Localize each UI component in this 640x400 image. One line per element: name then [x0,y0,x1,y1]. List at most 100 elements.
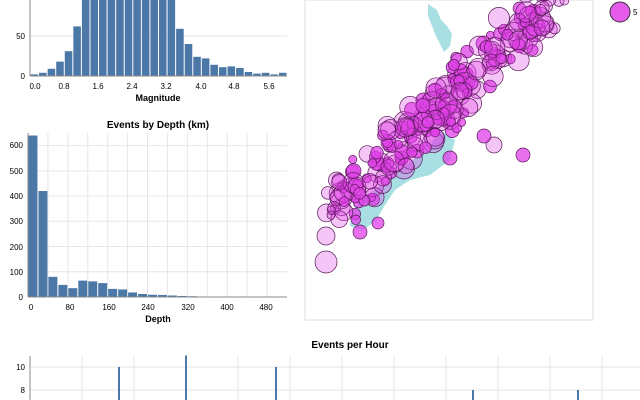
magnitude-bar [90,0,99,76]
x-tick-label: 1.6 [92,82,104,91]
magnitude-bar [133,0,141,76]
magnitude-bar [167,0,176,76]
earthquake-point [331,174,348,191]
x-tick-label: 0 [29,303,34,312]
magnitude-bar [73,26,81,76]
earthquake-point [515,147,531,163]
hourly-bars [118,355,579,400]
magnitude-bar [261,72,270,76]
magnitude-bar [253,73,261,76]
depth-bar [38,191,48,297]
hourly-chart-title: Events per Hour [311,340,388,351]
x-tick-label: 4.0 [195,82,207,91]
earthquake-point [380,176,390,186]
depth-x-ticks: 0 80 160 240 320 400 480 [29,303,273,312]
depth-y-ticks: 0 100 200 300 400 500 600 [10,141,24,302]
earthquake-point [316,226,336,246]
x-tick-label: 0.0 [29,82,41,91]
hourly-gridlines [29,356,640,400]
y-tick-label: 100 [10,268,24,277]
depth-bar [138,293,148,297]
earthquake-point [370,146,384,160]
earthquake-point [548,22,561,35]
size-legend: 5 [609,1,638,23]
depth-bar [148,294,157,297]
hourly-bar [118,367,120,400]
earthquake-point [350,214,361,225]
x-tick-label: 240 [141,303,155,312]
hourly-bar [275,367,277,400]
y-tick-label: 200 [10,243,24,252]
earthquake-point [508,30,528,51]
earthquake-point [314,250,338,274]
earthquake-point [419,141,432,154]
earthquake-map: 5 [304,0,638,321]
earthquake-point [482,65,504,87]
magnitude-bar [116,0,124,76]
depth-bar [158,294,167,297]
earthquake-point [507,49,530,72]
magnitude-bar [56,61,64,76]
magnitude-bar [236,68,244,76]
earthquake-point [339,196,350,207]
magnitude-y-ticks: 0 50 [16,32,25,81]
earthquake-point [559,0,570,6]
depth-histogram: Events by Depth (km) 0 100 200 300 400 5… [10,120,287,324]
depth-bar [88,281,98,297]
x-tick-label: 160 [102,303,116,312]
x-tick-label: 80 [66,303,75,312]
earthquake-point [459,98,479,117]
magnitude-bar [30,74,39,76]
events-per-hour-chart: Events per Hour 10 8 [16,340,640,400]
earthquake-point [479,40,493,53]
earthquake-point [495,53,507,65]
x-tick-label: 480 [259,303,273,312]
earthquake-point [328,171,346,189]
earthquake-point [446,116,456,127]
depth-x-label: Depth [145,314,171,324]
x-tick-label: 5.6 [263,82,275,91]
x-tick-label: 4.8 [228,82,240,91]
depth-bar [48,276,58,297]
magnitude-bar [107,0,116,76]
earthquake-point [484,37,506,59]
x-tick-label: 3.2 [160,82,172,91]
y-tick-label: 500 [10,167,24,176]
earthquake-point [553,0,565,7]
earthquake-point [448,59,460,71]
earthquake-point [515,1,537,23]
hourly-bar [472,390,474,400]
earthquake-point [501,28,514,41]
earthquake-point [533,19,551,37]
magnitude-bar [201,58,210,76]
north-island-shape [428,4,452,52]
magnitude-bar [150,0,158,76]
earthquake-point [383,150,405,173]
depth-bar [68,288,78,297]
y-tick-label: 400 [10,192,24,201]
magnitude-bar [99,0,107,76]
x-tick-label: 2.4 [126,82,138,91]
x-tick-label: 0.8 [58,82,70,91]
depth-bar [58,284,68,297]
y-tick-label: 8 [21,386,26,395]
earthquake-point [371,216,385,230]
earthquake-point [406,146,418,158]
earthquake-point [421,116,435,129]
magnitude-bar [81,0,90,76]
magnitude-x-ticks: 0.0 0.8 1.6 2.4 3.2 4.0 4.8 5.6 [29,82,275,91]
earthquake-point [377,121,396,140]
earthquake-point [395,117,416,138]
hourly-bar [577,390,579,400]
x-tick-label: 400 [220,303,234,312]
earthquake-point [352,224,368,240]
earthquake-point [348,155,358,164]
earthquake-point [393,139,403,149]
y-tick-label: 300 [10,217,24,226]
earthquake-point [483,79,497,94]
depth-bars [28,135,277,297]
magnitude-bar [227,66,236,76]
earthquake-point [476,128,492,144]
earthquake-point [430,127,441,138]
earthquake-point [373,175,392,194]
